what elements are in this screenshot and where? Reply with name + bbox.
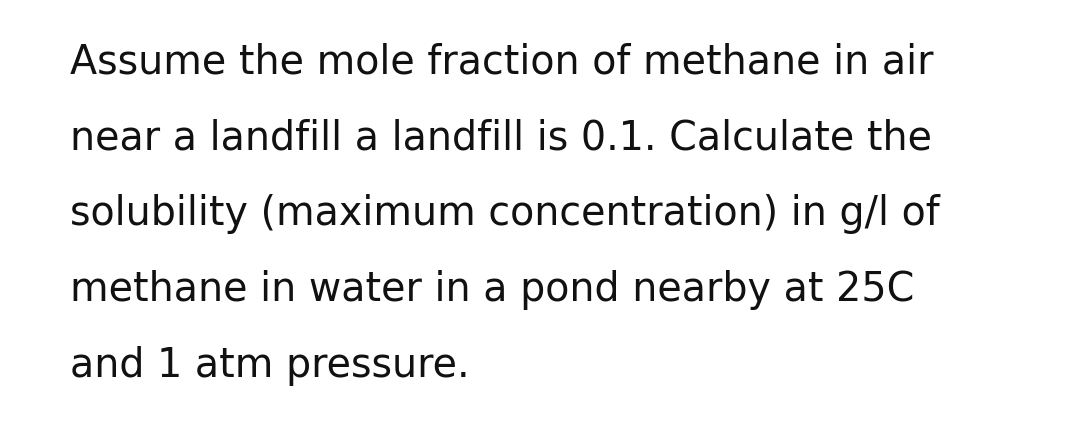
- Text: and 1 atm pressure.: and 1 atm pressure.: [70, 345, 470, 385]
- Text: solubility (maximum concentration) in g/l of: solubility (maximum concentration) in g/…: [70, 194, 940, 233]
- Text: near a landfill a landfill is 0.1. Calculate the: near a landfill a landfill is 0.1. Calcu…: [70, 118, 932, 158]
- Text: methane in water in a pond nearby at 25C: methane in water in a pond nearby at 25C: [70, 269, 915, 309]
- Text: Assume the mole fraction of methane in air: Assume the mole fraction of methane in a…: [70, 42, 933, 82]
